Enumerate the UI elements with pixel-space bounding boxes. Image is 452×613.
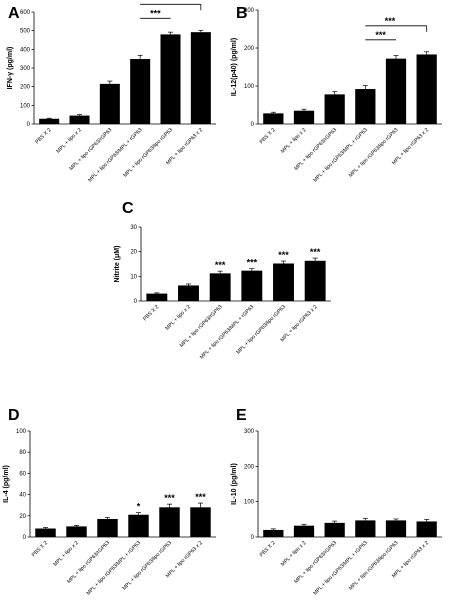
bar [178,285,199,301]
significance-label: *** [278,250,289,260]
y-tick-label: 300 [244,429,255,435]
category-label: PBS X 2 [142,304,160,322]
y-axis-label: Nitrite (μM) [114,246,121,283]
significance-label: * [137,502,141,512]
panel-letter: D [8,407,20,424]
y-tick-label: 30 [130,225,137,231]
bar [385,520,407,537]
y-tick-label: 20 [19,514,26,520]
category-label: MPL + lipo x 2 [52,540,80,568]
y-tick-label: 300 [244,8,255,14]
bar [209,273,231,301]
bar [355,89,376,124]
y-tick-label: 600 [20,10,31,16]
bar [293,525,315,537]
bar [39,118,60,124]
bar [416,521,437,537]
bar [69,115,90,124]
bar [241,270,263,301]
panel-letter: A [8,5,20,22]
significance-label: *** [247,258,258,268]
y-tick-label: 100 [16,429,27,435]
y-tick-label: 40 [19,493,26,499]
panel-letter: E [236,407,247,424]
y-tick-label: 20 [130,250,137,256]
bar [99,83,120,124]
y-tick-label: 0 [23,535,27,541]
category-label: MPL + lipo rGP63/MPL + rGP63 [312,540,368,596]
bar [128,514,149,537]
y-tick-label: 300 [20,66,31,72]
category-label: PBS X 2 [259,540,277,558]
bar [355,520,376,537]
bar [160,34,181,124]
significance-label: *** [150,8,161,18]
bar [293,110,315,124]
significance-label: *** [195,492,206,502]
bar [304,260,326,301]
y-tick-label: 100 [244,500,255,506]
y-tick-label: 100 [244,84,255,90]
category-label: MPL + lipo x 2 [280,540,308,568]
category-label: MPL + lipo x 2 [55,127,83,155]
panel-A: A IFN-γ (pg/ml) 0 100 200 300 400 500 600 PBS X 2… [7,0,216,184]
y-tick-label: 500 [20,29,31,35]
y-tick-label: 0 [134,299,138,305]
y-tick-label: 10 [130,274,137,280]
significance-label: *** [385,16,396,26]
bar [263,529,284,537]
category-label: MPL + lipo rGP63/MPL + rGP63 [87,127,143,183]
y-axis-label: IL-4 (pg/ml) [3,465,10,503]
significance-label: *** [215,260,226,270]
category-label: MPL + lipo x 2 [164,304,192,332]
y-tick-label: 60 [19,471,26,477]
y-tick-label: 200 [244,46,255,52]
category-label: MPL + lipo rGP63/MPL + rGP63 [86,540,142,596]
category-label: PBS X 2 [34,127,52,145]
significance-label: *** [375,30,386,40]
panel-C: C Nitrite (μM) 0 10 20 30 PBS X 2 MPL + lipo x … [114,200,331,361]
y-tick-label: 80 [19,450,26,456]
category-label: MPL + lipo rGP63 x 2 [280,304,319,343]
bar [130,59,151,124]
y-tick-label: 0 [27,122,31,128]
bar [190,507,211,537]
y-tick-label: 200 [20,85,31,91]
category-label: PBS X 2 [259,127,277,145]
panel-letter: C [122,200,134,217]
significance-label: *** [310,247,321,257]
bar [263,113,284,124]
y-tick-label: 100 [20,103,31,109]
significance-label: *** [159,0,170,4]
bar [190,32,211,124]
significance-label: *** [164,493,175,503]
y-axis-label: IL-10 (pg/ml) [231,463,238,505]
category-label: MPL + lipo rGP63/MPL + rGP63 [199,304,255,360]
category-label: MPL + lipo x 2 [280,127,308,155]
category-label: MPL + lipo rGP63/lipo rGP63 [122,127,174,179]
bar [385,58,407,124]
bar [146,293,168,301]
bar [97,518,118,537]
bar [324,522,345,537]
bar [416,54,437,124]
bar [35,528,56,537]
y-axis-label: IFN-γ (pg/ml) [7,47,14,90]
category-label: MPL + lipo rGP63/MPL + rGP63 [312,127,368,183]
y-tick-label: 200 [244,464,255,470]
y-tick-label: 0 [251,535,255,541]
bar [324,94,345,124]
panel-letter: B [236,5,248,22]
category-label: PBS X 2 [31,540,49,558]
bar [273,263,294,301]
y-axis-label: IL-12(p40) (pg/ml) [231,38,238,96]
bar [66,526,87,537]
y-tick-label: 400 [20,47,31,53]
y-tick-label: 0 [251,122,255,128]
bar [159,507,180,537]
